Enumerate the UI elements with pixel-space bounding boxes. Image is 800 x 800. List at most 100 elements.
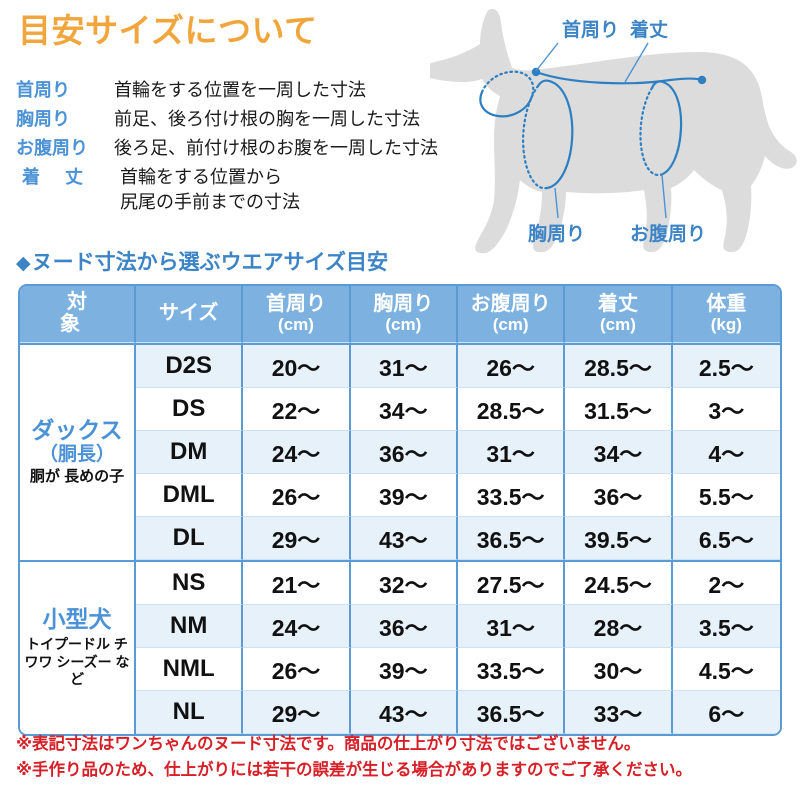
table-row: DL 29〜 43〜 36.5〜 39.5〜 6.5〜 [20,517,780,560]
cell-belly: 33.5〜 [457,474,566,517]
group-label-main: 小型犬 [42,606,112,633]
column-header-length-label: 着丈 [597,293,638,316]
cell-belly: 31〜 [457,605,566,648]
group-label-dachshund: ダックス （胴長） 胴が 長めの子 [20,343,136,560]
cell-size: NS [136,560,244,605]
legend-item-chest: 胸周り 前足、後ろ付け根の胸を一周した寸法 [16,107,486,132]
legend-term-chest: 胸周り [16,109,70,129]
cell-length: 28.5〜 [565,343,673,388]
cell-length: 34〜 [565,431,673,474]
cell-weight: 3〜 [672,388,780,431]
cell-weight: 4〜 [672,431,780,474]
column-header-chest: 胸周り (cm) [350,286,458,343]
legend-definition-chest: 前足、後ろ付け根の胸を一周した寸法 [114,109,420,129]
cell-weight: 3.5〜 [672,605,780,648]
cell-belly: 36.5〜 [457,691,566,734]
legend-item-belly: お腹周り 後ろ足、前付け根のお腹を一周した寸法 [16,136,486,161]
column-header-chest-unit: (cm) [385,314,422,334]
legend-term-length: 着 丈 [22,167,94,187]
legend-item-length: 着 丈 首輪をする位置から 尻尾の手前までの寸法 [16,165,486,215]
column-header-neck-label: 首周り [265,293,326,316]
column-header-weight-label: 体重 [706,293,747,316]
cell-size: NML [136,648,244,691]
cell-chest: 43〜 [350,691,458,734]
cell-neck: 26〜 [243,648,351,691]
cell-size: DL [136,517,244,560]
column-header-belly: お腹周り (cm) [457,286,566,343]
cell-weight: 6〜 [672,691,780,734]
group-label-sub: （胴長） [38,443,115,465]
page-title: 目安サイズについて [18,12,318,49]
group-label-small-dog: 小型犬 トイプードル チワワ シーズー など [20,560,136,734]
column-header-size: サイズ [136,286,244,343]
cell-neck: 29〜 [243,517,351,560]
cell-neck: 21〜 [243,560,351,605]
cell-length: 33〜 [565,691,673,734]
diamond-bullet-icon: ◆ [16,253,31,274]
table-row: DS 22〜 34〜 28.5〜 31.5〜 3〜 [20,388,780,431]
cell-weight: 4.5〜 [672,648,780,691]
cell-length: 30〜 [565,648,673,691]
cell-neck: 24〜 [243,605,351,648]
section-heading: ◆ヌード寸法から選ぶウエアサイズ目安 [16,252,388,273]
footer-notes: ※表記寸法はワンちゃんのヌード寸法です。商品の仕上がり寸法ではございません。 ※… [16,732,796,783]
cell-length: 28〜 [565,605,673,648]
legend-item-neck: 首周り 首輪をする位置を一周した寸法 [16,78,486,103]
size-table-group-dachshund: ダックス （胴長） 胴が 長めの子 D2S 20〜 31〜 26〜 28.5〜 … [20,343,780,560]
diagram-label-length: 着丈 [630,18,668,41]
measurement-legend: 首周り 首輪をする位置を一周した寸法 胸周り 前足、後ろ付け根の胸を一周した寸法… [16,78,486,219]
group-label-note: 胴が 長めの子 [29,468,125,486]
cell-neck: 29〜 [243,691,351,734]
group-label-main: ダックス [31,417,123,444]
column-header-chest-label: 胸周り [373,293,434,316]
legend-definition-belly: 後ろ足、前付け根のお腹を一周した寸法 [114,138,438,158]
size-table-container: 対 象 サイズ 首周り (cm) 胸周り (cm) お腹周り (cm) 着丈 (… [18,284,782,736]
column-header-weight-unit: (kg) [710,314,742,334]
column-header-length-unit: (cm) [600,314,636,334]
cell-chest: 36〜 [350,431,458,474]
cell-chest: 31〜 [350,343,458,388]
cell-chest: 43〜 [350,517,458,560]
legend-term-neck: 首周り [16,80,70,100]
cell-belly: 36.5〜 [457,517,566,560]
size-table: 対 象 サイズ 首周り (cm) 胸周り (cm) お腹周り (cm) 着丈 (… [18,284,782,736]
cell-neck: 24〜 [243,431,351,474]
table-row: DM 24〜 36〜 31〜 34〜 4〜 [20,431,780,474]
table-header-row: 対 象 サイズ 首周り (cm) 胸周り (cm) お腹周り (cm) 着丈 (… [20,286,780,343]
column-header-belly-unit: (cm) [492,314,529,334]
cell-chest: 39〜 [350,648,458,691]
cell-length: 31.5〜 [565,388,673,431]
cell-neck: 20〜 [243,343,351,388]
footer-note-1: ※表記寸法はワンちゃんのヌード寸法です。商品の仕上がり寸法ではございません。 [16,735,641,753]
legend-definition-neck: 首輪をする位置を一周した寸法 [114,80,366,100]
group-label-note: トイプードル チワワ シーズー など [24,636,130,688]
back-length-line [531,67,707,85]
neck-measure-ellipse [479,70,535,118]
legend-definition-length: 首輪をする位置から 尻尾の手前までの寸法 [120,167,300,212]
column-header-weight: 体重 (kg) [672,286,780,343]
legend-term-belly: お腹周り [16,138,88,158]
cell-weight: 2〜 [672,560,780,605]
table-row: NM 24〜 36〜 31〜 28〜 3.5〜 [20,605,780,648]
cell-length: 36〜 [565,474,673,517]
column-header-neck-unit: (cm) [278,314,314,334]
cell-size: DML [136,474,244,517]
cell-size: NL [136,691,244,734]
footer-note-2: ※手作り品のため、仕上がりには若干の誤差が生じる場合がありますのでご了承ください… [16,760,693,779]
column-header-belly-label: お腹周り [470,293,551,316]
diagram-label-belly: お腹周り [630,222,706,245]
section-heading-text: ヌード寸法から選ぶウエアサイズ目安 [31,251,388,274]
cell-size: DS [136,388,244,431]
size-table-group-small-dog: 小型犬 トイプードル チワワ シーズー など NS 21〜 32〜 27.5〜 … [20,560,780,734]
diagram-leader-lines [535,42,667,219]
cell-belly: 33.5〜 [457,648,566,691]
cell-neck: 26〜 [243,474,351,517]
table-row: 小型犬 トイプードル チワワ シーズー など NS 21〜 32〜 27.5〜 … [20,560,780,734]
diagram-label-chest: 胸周り [528,222,585,245]
cell-belly: 28.5〜 [457,388,566,431]
dog-measurement-diagram: 首周り 着丈 胸周り お腹周り [430,0,800,258]
column-header-length: 着丈 (cm) [565,286,673,343]
cell-chest: 32〜 [350,560,458,605]
table-row: NML 26〜 39〜 33.5〜 30〜 4.5〜 [20,648,780,691]
cell-chest: 36〜 [350,605,458,648]
